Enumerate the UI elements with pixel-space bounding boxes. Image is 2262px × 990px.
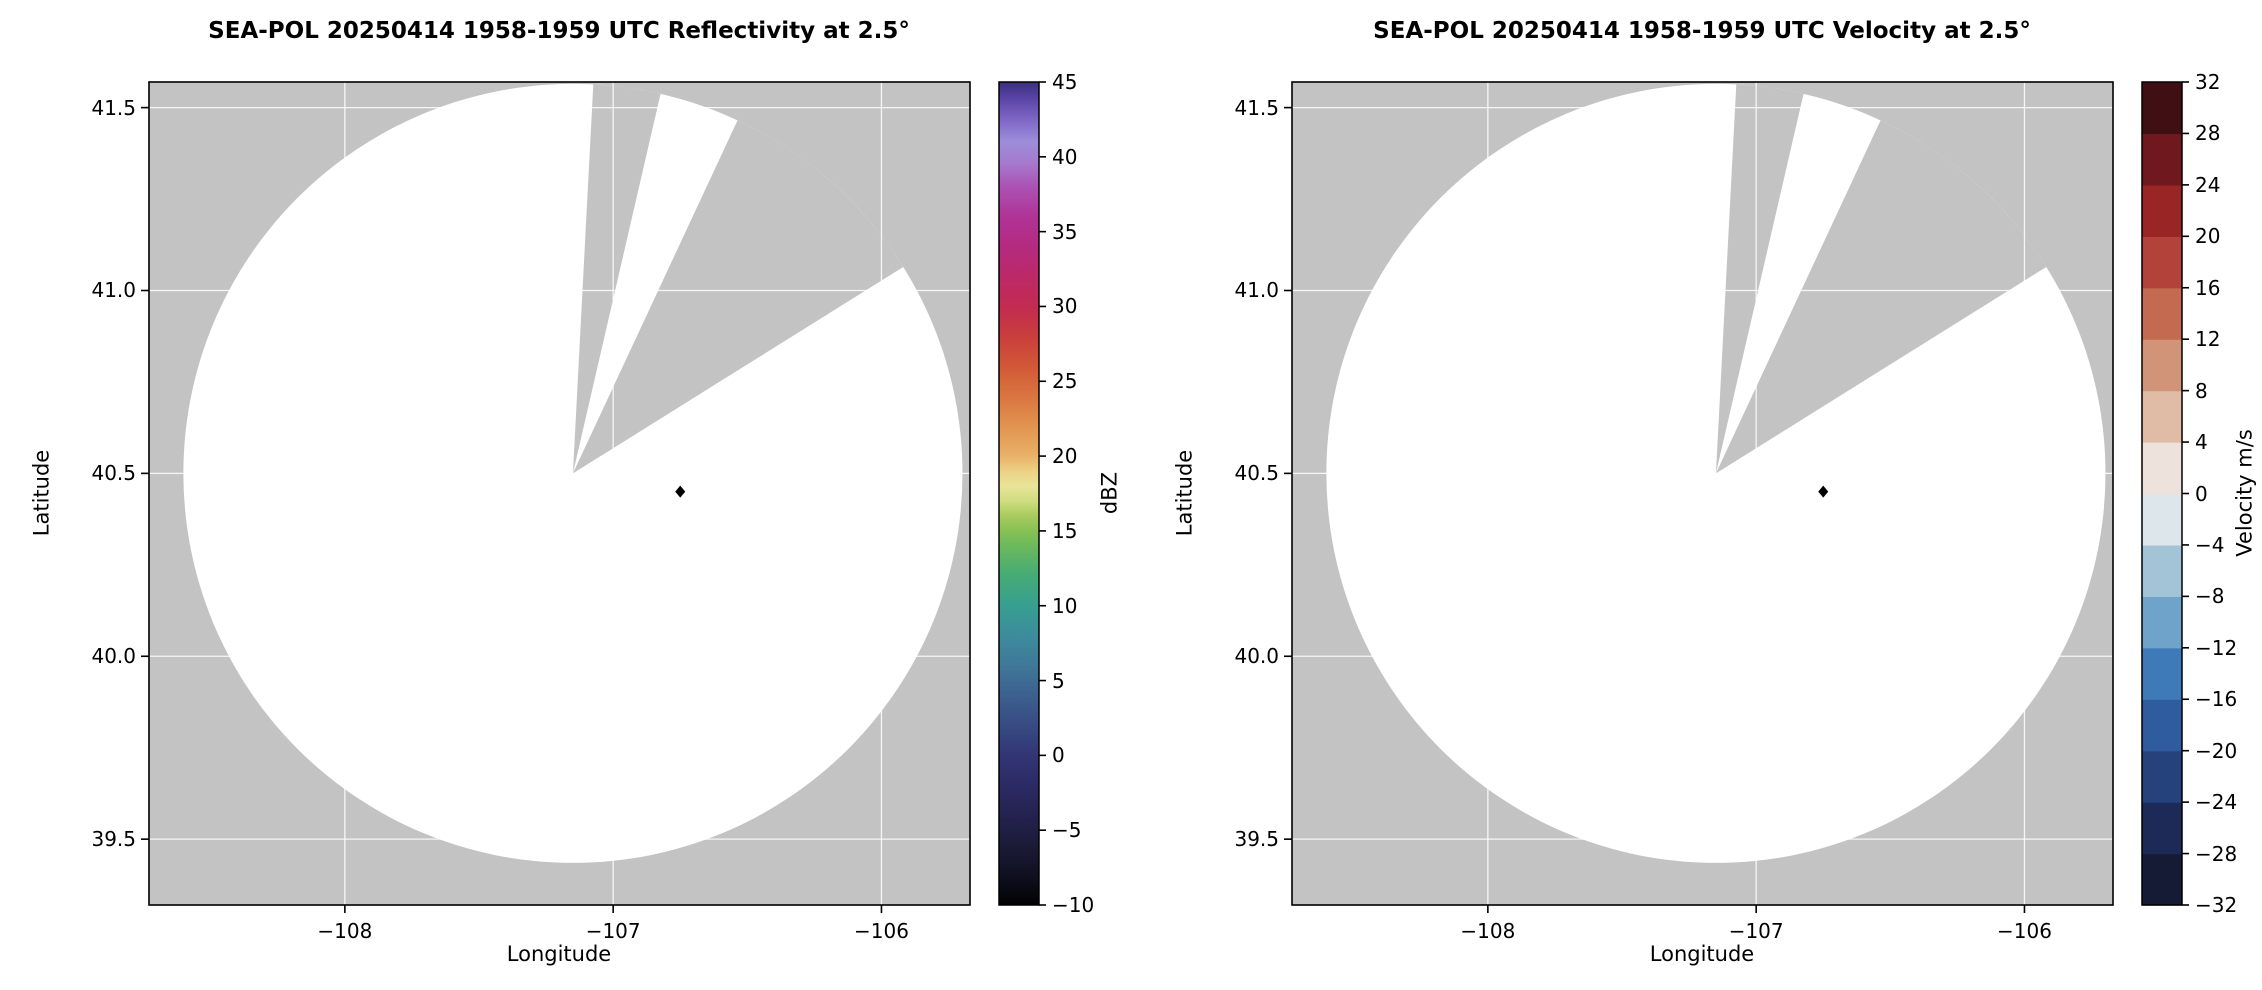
colorbar-band [2142, 802, 2182, 855]
colorbar-border [998, 81, 1040, 906]
colorbar-band [2142, 390, 2182, 443]
missing-data-sector [1715, 120, 2047, 474]
colorbar [999, 82, 1039, 905]
panel-velocity [1284, 81, 2189, 913]
colorbar-band [2142, 133, 2182, 186]
panel-reflectivity [141, 81, 1046, 913]
missing-data-sector [572, 120, 904, 474]
colorbar-band [2142, 82, 2182, 135]
colorbar-band [2142, 339, 2182, 392]
colorbar-band [2142, 853, 2182, 906]
colorbar-band [2142, 184, 2182, 237]
missing-data-sector [572, 84, 661, 474]
colorbar-band [2142, 287, 2182, 340]
plot-border [1291, 81, 2114, 906]
colorbar-band [2142, 647, 2182, 700]
colorbar-band [2142, 544, 2182, 597]
colorbar-band [2142, 236, 2182, 289]
plot-border [148, 81, 971, 906]
colorbar-band [2142, 596, 2182, 649]
colorbar-band [2142, 699, 2182, 752]
missing-data-sector [1715, 84, 1804, 474]
colorbar-band [2142, 493, 2182, 546]
site-marker-diamond [1818, 485, 1829, 498]
colorbar-band [2142, 750, 2182, 803]
site-marker-diamond [675, 485, 686, 498]
colorbar-band [2142, 442, 2182, 495]
